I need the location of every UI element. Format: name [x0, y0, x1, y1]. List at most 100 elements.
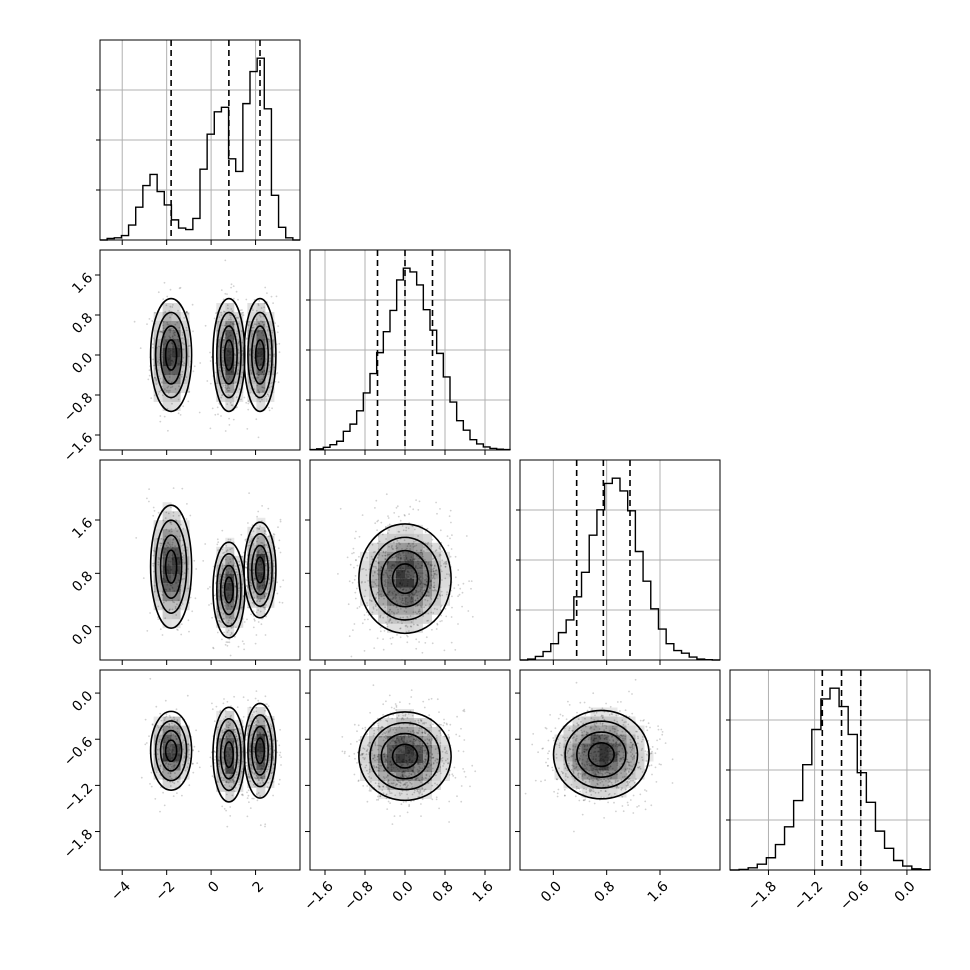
- sample-point: [225, 322, 228, 325]
- sample-point: [370, 555, 373, 558]
- density-cell: [225, 755, 235, 765]
- sample-point: [252, 326, 255, 329]
- sample-point: [439, 620, 442, 623]
- density-cell: [234, 764, 244, 774]
- sample-point: [399, 782, 402, 784]
- sample-point: [439, 766, 442, 768]
- sample-point: [427, 561, 430, 564]
- sample-point: [221, 586, 224, 589]
- sample-point: [420, 803, 422, 805]
- density-cell: [180, 529, 190, 539]
- sample-point: [172, 795, 175, 797]
- density-cell: [162, 366, 172, 375]
- sample-point: [159, 765, 162, 767]
- sample-point: [236, 316, 238, 319]
- sample-point: [241, 583, 244, 586]
- sample-point: [173, 724, 176, 726]
- sample-point: [267, 535, 270, 538]
- sample-point: [386, 623, 388, 626]
- density-panel-1-2: [305, 459, 511, 665]
- sample-point: [169, 763, 172, 766]
- sample-point: [188, 749, 191, 751]
- sample-point: [423, 731, 426, 733]
- sample-point: [424, 559, 426, 561]
- sample-point: [238, 341, 240, 344]
- sample-point: [226, 403, 229, 405]
- density-cell: [180, 752, 190, 762]
- sample-point: [372, 606, 375, 609]
- sample-point: [231, 794, 234, 797]
- sample-point: [252, 626, 255, 629]
- sample-point: [264, 595, 266, 598]
- sample-point: [245, 401, 248, 404]
- sample-point: [416, 732, 419, 734]
- sample-point: [183, 757, 186, 759]
- density-cell: [396, 578, 405, 588]
- sample-point: [172, 515, 175, 517]
- sample-point: [177, 629, 179, 631]
- sample-point: [157, 511, 160, 514]
- sample-point: [152, 346, 154, 349]
- sample-point: [403, 514, 406, 516]
- sample-point: [460, 785, 463, 787]
- sample-point: [406, 781, 408, 784]
- sample-point: [270, 382, 272, 385]
- sample-point: [259, 598, 262, 601]
- sample-point: [211, 775, 214, 777]
- sample-point: [168, 324, 170, 326]
- density-cell: [162, 321, 172, 330]
- sample-point: [181, 794, 183, 797]
- density-cell: [234, 573, 244, 583]
- sample-point: [408, 779, 410, 782]
- sample-point: [395, 728, 397, 731]
- sample-point: [183, 755, 186, 758]
- sample-point: [207, 587, 209, 590]
- sample-point: [356, 564, 359, 567]
- sample-point: [249, 354, 251, 356]
- sample-point: [418, 740, 421, 743]
- sample-point: [221, 594, 224, 597]
- sample-point: [434, 550, 437, 553]
- sample-point: [266, 589, 269, 591]
- sample-point: [209, 351, 211, 354]
- sample-point: [413, 771, 416, 774]
- density-cell: [256, 535, 266, 545]
- sample-point: [267, 395, 270, 397]
- sample-point: [444, 608, 447, 610]
- sample-point: [396, 612, 398, 614]
- sample-point: [418, 729, 420, 732]
- sample-point: [240, 793, 243, 796]
- sample-point: [460, 800, 463, 803]
- density-cell: [247, 580, 257, 590]
- sample-point: [380, 566, 383, 569]
- sample-point: [159, 628, 162, 631]
- sample-point: [264, 825, 266, 828]
- sample-point: [453, 766, 456, 769]
- sample-point: [163, 415, 166, 418]
- sample-point: [267, 507, 270, 510]
- sample-point: [247, 324, 250, 327]
- sample-point: [269, 348, 272, 350]
- sample-point: [192, 749, 194, 751]
- sample-point: [439, 742, 442, 744]
- sample-point: [255, 690, 258, 692]
- sample-point: [241, 349, 244, 352]
- sample-point: [391, 610, 393, 613]
- sample-point: [234, 353, 236, 356]
- density-cell: [216, 782, 226, 792]
- sample-point: [378, 597, 380, 600]
- sample-point: [269, 747, 272, 750]
- density-cell: [216, 546, 226, 556]
- sample-point: [384, 552, 387, 554]
- sample-point: [226, 700, 229, 703]
- density-cell: [423, 560, 432, 570]
- sample-point: [248, 801, 250, 804]
- sample-point: [223, 324, 226, 327]
- sample-point: [152, 506, 155, 509]
- sample-point: [428, 698, 430, 701]
- sample-point: [171, 781, 174, 784]
- sample-point: [146, 323, 148, 325]
- density-cell: [414, 542, 423, 552]
- sample-point: [372, 574, 375, 577]
- sample-point: [272, 763, 275, 766]
